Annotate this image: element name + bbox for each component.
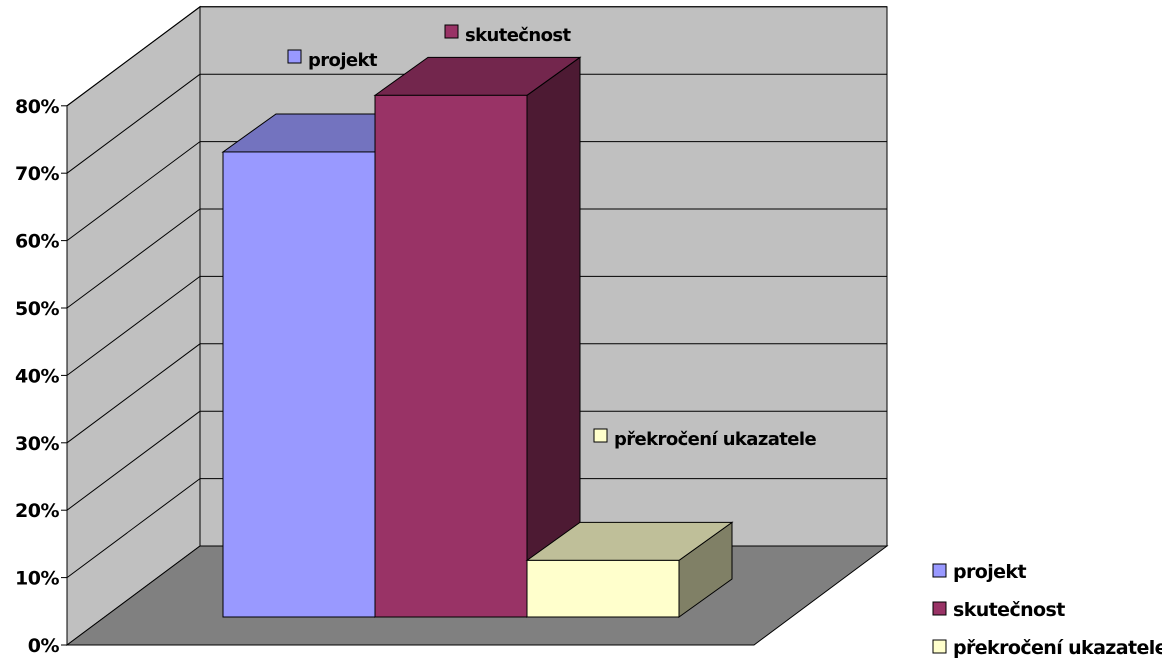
data-label-text: překročení ukazatele <box>614 429 816 450</box>
legend-item-2: skutečnost <box>932 599 1066 621</box>
bar-front <box>526 559 680 618</box>
data-label-1: projekt <box>287 49 378 71</box>
y-axis: 0% 10% 20% 30% 40% 50% 60% 70% 80% <box>15 96 68 657</box>
gridline-side <box>66 141 201 242</box>
legend-label: skutečnost <box>953 599 1065 621</box>
y-tick-label: 60% <box>15 231 59 253</box>
gridline-side <box>66 6 201 107</box>
gridline-side <box>66 275 201 376</box>
gridline-side <box>66 410 201 511</box>
bars <box>221 56 734 618</box>
legend-swatch <box>932 563 947 578</box>
y-tick-label: 50% <box>15 298 59 320</box>
data-label-text: skutečnost <box>465 25 571 46</box>
legend-item-1: projekt <box>932 561 1027 583</box>
data-label-text: projekt <box>308 50 378 71</box>
legend-label: překročení ukazatele <box>953 637 1162 659</box>
gridline-side <box>66 73 201 174</box>
data-label-swatch <box>444 24 459 39</box>
data-label-swatch <box>593 428 608 443</box>
data-labels: projekt skutečnost překročení ukazatele <box>287 24 817 450</box>
legend-label: projekt <box>953 561 1026 583</box>
data-label-swatch <box>287 49 302 64</box>
y-tick-label: 70% <box>15 163 59 185</box>
data-label-3: překročení ukazatele <box>593 428 817 450</box>
y-tick-label: 10% <box>15 568 59 590</box>
data-label-2: skutečnost <box>444 24 572 46</box>
y-tick-label: 30% <box>15 433 59 455</box>
legend-swatch <box>932 639 947 654</box>
bar-front <box>222 151 376 618</box>
legend-swatch <box>932 601 947 616</box>
legend-item-3: překročení ukazatele <box>932 637 1162 659</box>
y-tick-label: 0% <box>28 635 60 657</box>
gridline-side <box>66 343 201 444</box>
gridline-side <box>66 208 201 309</box>
y-tick-label: 80% <box>15 96 59 118</box>
bar-front <box>374 94 528 618</box>
bar-2 <box>373 56 582 618</box>
bar-3 <box>525 521 734 618</box>
legend: projekt skutečnost překročení ukazatele <box>932 561 1162 659</box>
gridline-side <box>66 478 201 579</box>
y-tick-label: 20% <box>15 500 59 522</box>
y-tick-label: 40% <box>15 365 59 387</box>
